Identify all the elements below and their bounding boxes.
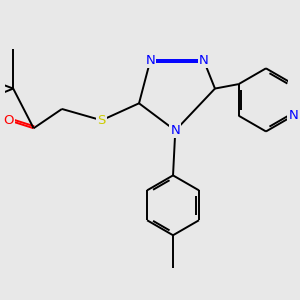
Text: S: S bbox=[98, 114, 106, 127]
Text: N: N bbox=[199, 54, 208, 67]
Text: N: N bbox=[146, 54, 155, 67]
Text: N: N bbox=[288, 109, 298, 122]
Text: N: N bbox=[170, 124, 180, 137]
Text: O: O bbox=[3, 114, 14, 127]
